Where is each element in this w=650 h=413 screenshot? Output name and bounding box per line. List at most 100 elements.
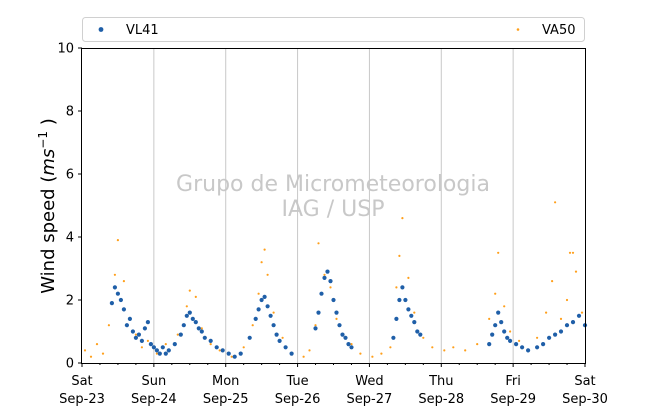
data-point-va50 [494,292,497,295]
data-point-vl41 [214,345,219,350]
x-tick-label: Sat [71,374,92,389]
data-point-vl41 [190,316,195,321]
y-tick-label: 8 [66,105,74,120]
data-point-vl41 [142,326,147,331]
data-point-vl41 [208,338,213,343]
data-point-vl41 [576,313,582,318]
data-point-vl41 [268,313,273,318]
data-point-va50 [242,346,245,349]
data-point-va50 [122,280,125,283]
data-point-vl41 [499,320,504,325]
data-point-va50 [536,336,539,339]
legend: VL41 VA50 [82,17,585,42]
legend-label-vl41: VL41 [126,23,159,38]
data-point-va50 [101,352,105,355]
data-point-vl41 [121,307,126,312]
data-point-va50 [146,339,149,342]
data-point-vl41 [496,310,501,315]
data-point-vl41 [247,335,252,340]
data-point-vl41 [400,285,405,290]
data-point-vl41 [160,345,165,350]
data-point-vl41 [397,297,402,303]
data-point-vl41 [130,329,135,334]
data-point-va50 [565,298,569,302]
data-point-vl41 [508,338,513,343]
data-point-vl41 [178,332,183,337]
data-point-vl41 [259,297,264,303]
x-tick-label: Sun [141,374,166,389]
data-point-vl41 [145,320,150,325]
data-point-va50 [185,305,188,308]
data-point-va50 [257,292,260,295]
data-point-va50 [401,217,404,220]
x-tick-label: Sep-28 [418,392,464,407]
data-point-va50 [308,349,311,352]
y-label-var: ms [38,149,59,176]
data-point-va50 [518,339,521,342]
data-point-vl41 [403,297,408,303]
data-point-vl41 [133,335,138,340]
data-point-vl41 [172,342,177,347]
y-axis-label: Wind speed (ms−1 ) [36,118,59,293]
data-point-vl41 [265,304,270,309]
data-point-va50 [431,346,434,349]
data-point-vl41 [558,329,564,334]
data-point-va50 [266,273,269,276]
data-point-vl41 [406,307,411,312]
data-point-vl41 [325,269,330,274]
legend-marker-va50 [516,28,520,31]
data-point-va50 [140,346,143,349]
data-point-vl41 [166,348,171,353]
y-tick-label: 2 [66,294,74,309]
data-point-va50 [488,317,491,320]
data-point-va50 [359,352,362,355]
data-point-vl41 [412,320,417,325]
data-point-va50 [476,343,479,346]
y-tick-label: 0 [66,357,74,372]
data-point-vl41 [148,342,153,347]
data-point-vl41 [202,335,207,340]
data-point-vl41 [193,320,198,325]
data-point-va50 [551,280,554,283]
legend-label-va50: VA50 [542,23,576,38]
data-point-va50 [164,343,167,346]
data-point-va50 [107,324,110,327]
data-point-vl41 [283,345,288,350]
data-point-va50 [281,336,284,339]
data-point-vl41 [262,294,267,299]
data-point-va50 [272,311,275,314]
x-tick-label: Thu [428,374,453,389]
series-layer [83,201,588,359]
data-point-vl41 [346,342,351,347]
data-point-va50 [422,336,425,339]
data-point-vl41 [181,323,186,328]
data-point-va50 [398,254,401,257]
data-point-vl41 [535,345,540,350]
y-label-sup: −1 [36,131,50,149]
data-point-vl41 [112,285,117,290]
data-point-vl41 [502,329,507,334]
data-point-va50 [335,317,338,320]
data-point-va50 [452,346,455,349]
data-point-vl41 [151,345,156,350]
data-point-vl41 [163,351,168,356]
data-point-vl41 [409,313,414,318]
x-axis: Sat Sep-23 Sun Sep-24 Mon Sep-25 Tue Sep-26 Wed S… [59,363,608,407]
y-tick-label: 4 [66,231,74,246]
data-point-vl41 [547,335,552,340]
data-point-vl41 [520,345,525,350]
data-point-vl41 [505,335,510,340]
data-point-va50 [545,311,548,314]
data-point-vl41 [541,342,546,347]
data-point-va50 [580,311,584,314]
y-tick-label: 6 [66,168,74,183]
x-tick-label: Wed [355,374,383,389]
data-point-vl41 [220,348,225,353]
data-point-vl41 [232,354,237,359]
legend-marker-vl41 [98,27,104,32]
grid-lines [153,48,514,363]
data-point-va50 [317,242,320,245]
data-point-vl41 [487,342,492,347]
